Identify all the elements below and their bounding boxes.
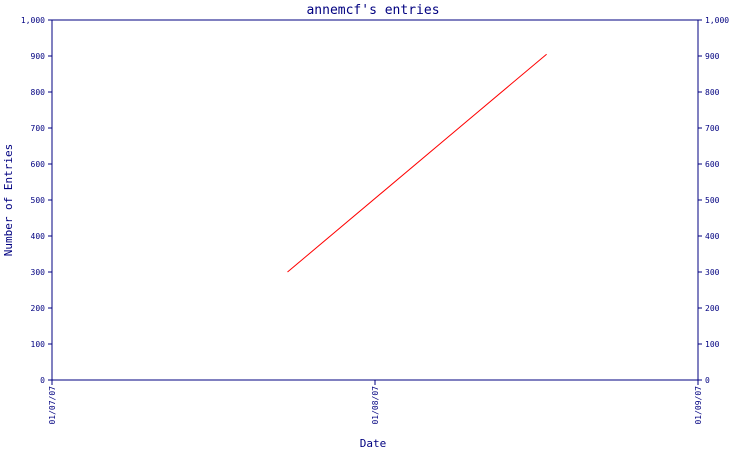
plot-area (51, 19, 699, 381)
y-tick-label-right: 0 (705, 376, 710, 385)
y-tick-label-right: 500 (705, 196, 720, 205)
y-tick-label-right: 300 (705, 268, 720, 277)
y-tick-label-right: 200 (705, 304, 720, 313)
y-tick-label-left: 100 (31, 340, 46, 349)
y-tick-label-left: 300 (31, 268, 46, 277)
y-axis-label: Number of Entries (2, 144, 15, 257)
y-tick-label-right: 700 (705, 124, 720, 133)
y-tick-label-left: 200 (31, 304, 46, 313)
chart-title: annemcf's entries (306, 3, 439, 18)
y-tick-label-right: 800 (705, 88, 720, 97)
x-tick-label: 01/07/07 (48, 386, 57, 425)
series-group (287, 53, 547, 273)
y-tick-label-left: 700 (31, 124, 46, 133)
x-tick-label: 01/08/07 (371, 386, 380, 425)
y-axis-right: 0 100 200 300 400 500 600 700 800 900 1,000 (698, 16, 729, 385)
y-tick-label-left: 900 (31, 52, 46, 61)
series-line (287, 53, 547, 273)
x-axis: 01/07/07 01/08/07 01/09/07 (48, 380, 703, 425)
y-tick-label-right: 1,000 (705, 16, 729, 25)
y-tick-label-left: 1,000 (21, 16, 45, 25)
y-tick-label-right: 400 (705, 232, 720, 241)
y-axis-left: 0 100 200 300 400 500 600 700 800 900 1,000 (21, 16, 52, 385)
y-tick-label-right: 600 (705, 160, 720, 169)
y-tick-label-right: 100 (705, 340, 720, 349)
y-tick-label-right: 900 (705, 52, 720, 61)
x-axis-label: Date (360, 437, 387, 450)
y-tick-label-left: 0 (40, 376, 45, 385)
y-tick-label-left: 600 (31, 160, 46, 169)
x-tick-label: 01/09/07 (694, 386, 703, 425)
y-tick-label-left: 400 (31, 232, 46, 241)
y-tick-label-left: 500 (31, 196, 46, 205)
y-tick-label-left: 800 (31, 88, 46, 97)
